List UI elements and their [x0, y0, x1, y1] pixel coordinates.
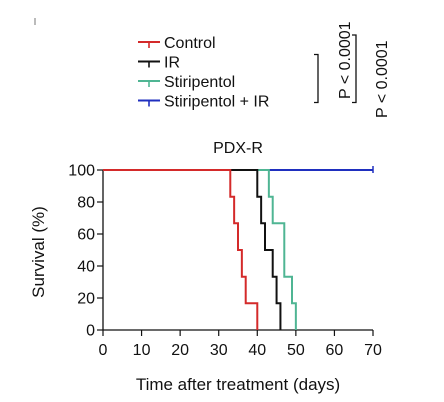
- x-tick-label: 60: [326, 342, 344, 359]
- legend-label: Stiripentol: [164, 74, 235, 91]
- legend: Control IR Stiripentol Stiripentol + IR: [138, 35, 269, 111]
- x-tick-label: 70: [364, 342, 382, 359]
- y-axis-title: Survival (%): [29, 206, 48, 298]
- p-value-bracket-2: [352, 34, 357, 104]
- chart-title: PDX-R: [213, 140, 263, 157]
- y-tick-label: 0: [86, 323, 95, 340]
- y-tick-label: 80: [77, 195, 95, 212]
- x-tick-label: 10: [133, 342, 151, 359]
- p-value-bracket-1: [314, 53, 319, 104]
- p-value-label-1: P < 0.0001: [337, 21, 354, 99]
- series-group: [103, 166, 374, 330]
- x-tick-label: 0: [99, 342, 108, 359]
- x-tick-label: 20: [171, 342, 189, 359]
- p-value-label-2: P < 0.0001: [374, 40, 391, 118]
- series-line-control: [103, 169, 259, 330]
- y-tick-label: 40: [77, 259, 95, 276]
- y-tick-label: 100: [68, 163, 95, 180]
- axes: 0 10 20 30 40 50 60 70 0 20 40 60 80 100: [68, 163, 382, 360]
- y-tick-label: 20: [77, 291, 95, 308]
- x-axis-title: Time after treatment (days): [136, 375, 340, 394]
- legend-label: IR: [164, 55, 180, 72]
- p-value-annotations: P < 0.0001 P < 0.0001: [314, 21, 391, 118]
- y-tick-label: 60: [77, 227, 95, 244]
- legend-label: Control: [164, 35, 216, 52]
- series-line-ir: [103, 169, 282, 330]
- legend-label: Stiripentol + IR: [164, 94, 269, 111]
- series-line-stiripentol: [103, 169, 297, 330]
- x-tick-label: 50: [287, 342, 305, 359]
- x-tick-label: 40: [248, 342, 266, 359]
- x-tick-label: 30: [210, 342, 228, 359]
